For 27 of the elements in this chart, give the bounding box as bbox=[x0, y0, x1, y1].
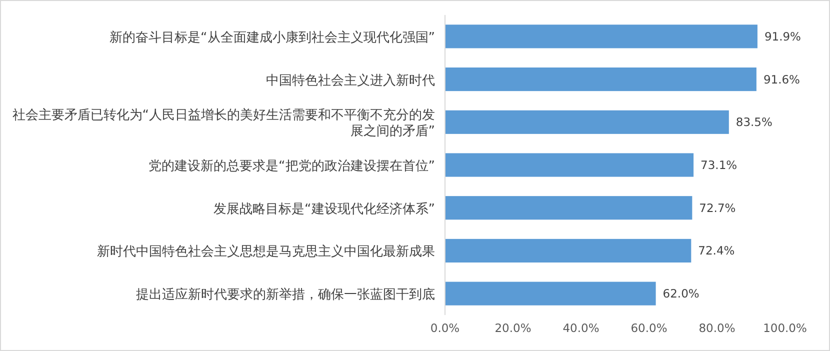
bar bbox=[445, 282, 656, 306]
y-tick-label: 中国特色社会主义进入新时代 bbox=[266, 72, 435, 88]
bar bbox=[445, 110, 729, 134]
data-label: 62.0% bbox=[662, 286, 700, 301]
data-label: 83.5% bbox=[736, 115, 773, 130]
x-tick-label: 60.0% bbox=[630, 321, 668, 335]
bar bbox=[445, 196, 692, 220]
bar bbox=[445, 24, 758, 48]
bar bbox=[445, 68, 756, 92]
data-label: 72.7% bbox=[699, 200, 736, 215]
y-tick-label: 新时代中国特色社会主义思想是马克思主义中国化最新成果 bbox=[97, 244, 435, 260]
bar bbox=[445, 238, 692, 262]
y-tick-label: 社会主要矛盾已转化为“人民日益增长的美好生活需要和不平衡不充分的发展之间的矛盾” bbox=[12, 107, 435, 140]
y-tick-label: 提出适应新时代要求的新举措，确保一张蓝图干到底 bbox=[136, 286, 435, 303]
y-tick-label: 发展战略目标是“建设现代化经济体系” bbox=[214, 202, 435, 217]
data-label: 91.6% bbox=[763, 72, 800, 86]
y-tick-label: 党的建设新的总要求是“把党的政治建设摆在首位” bbox=[148, 159, 435, 174]
data-label: 72.4% bbox=[698, 244, 735, 258]
x-tick-label: 100.0% bbox=[763, 321, 807, 335]
x-tick-label: 80.0% bbox=[698, 321, 736, 335]
bar bbox=[445, 153, 694, 177]
x-tick-label: 40.0% bbox=[562, 321, 600, 335]
data-label: 73.1% bbox=[700, 158, 738, 172]
data-label: 91.9% bbox=[764, 29, 802, 44]
y-tick-label: 新的奋斗目标是“从全面建成小康到社会主义现代化强国” bbox=[110, 29, 435, 46]
x-tick-label: 20.0% bbox=[494, 321, 532, 335]
x-tick-label: 0.0% bbox=[430, 321, 460, 335]
